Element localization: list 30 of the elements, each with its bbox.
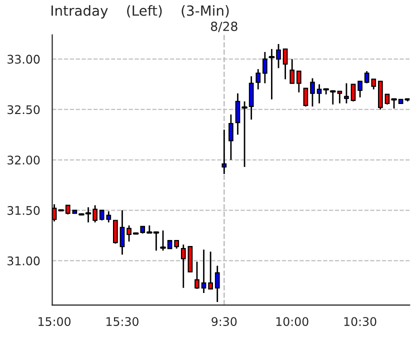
candlestick bbox=[303, 88, 308, 108]
x-tick-label: 15:00 bbox=[38, 317, 71, 326]
candlestick bbox=[214, 265, 220, 303]
y-tick-label: 31.00 bbox=[8, 256, 40, 266]
chart-title: Intraday (Left) (3-Min) bbox=[52, 5, 229, 19]
candlestick bbox=[113, 220, 118, 244]
candlestick bbox=[180, 244, 186, 289]
y-tick-label: 32.50 bbox=[8, 105, 40, 114]
candlestick bbox=[222, 128, 227, 175]
y-tick-label: 33.00 bbox=[8, 54, 40, 64]
ref-line-label: 8/28 bbox=[210, 22, 238, 32]
x-tick-label: 10:00 bbox=[276, 317, 308, 326]
candlestick bbox=[194, 261, 200, 290]
x-tick-label: 9:30 bbox=[212, 317, 237, 326]
candlestick bbox=[290, 58, 295, 84]
candlestick bbox=[282, 48, 288, 80]
y-tick-label: 31.50 bbox=[8, 206, 40, 215]
candlestick bbox=[201, 248, 206, 294]
candlestick bbox=[228, 114, 234, 161]
candlestick bbox=[350, 84, 356, 102]
candlestick bbox=[358, 80, 362, 98]
candlestick bbox=[262, 51, 268, 84]
candlestick bbox=[296, 70, 302, 94]
x-tick-label: 15:30 bbox=[106, 317, 138, 326]
candlestick bbox=[120, 210, 125, 256]
candlestick bbox=[310, 78, 315, 108]
candlestick bbox=[208, 250, 213, 290]
candlestick bbox=[344, 82, 349, 104]
y-tick-label: 32.00 bbox=[8, 156, 40, 165]
x-tick-label: 10:30 bbox=[344, 317, 376, 326]
